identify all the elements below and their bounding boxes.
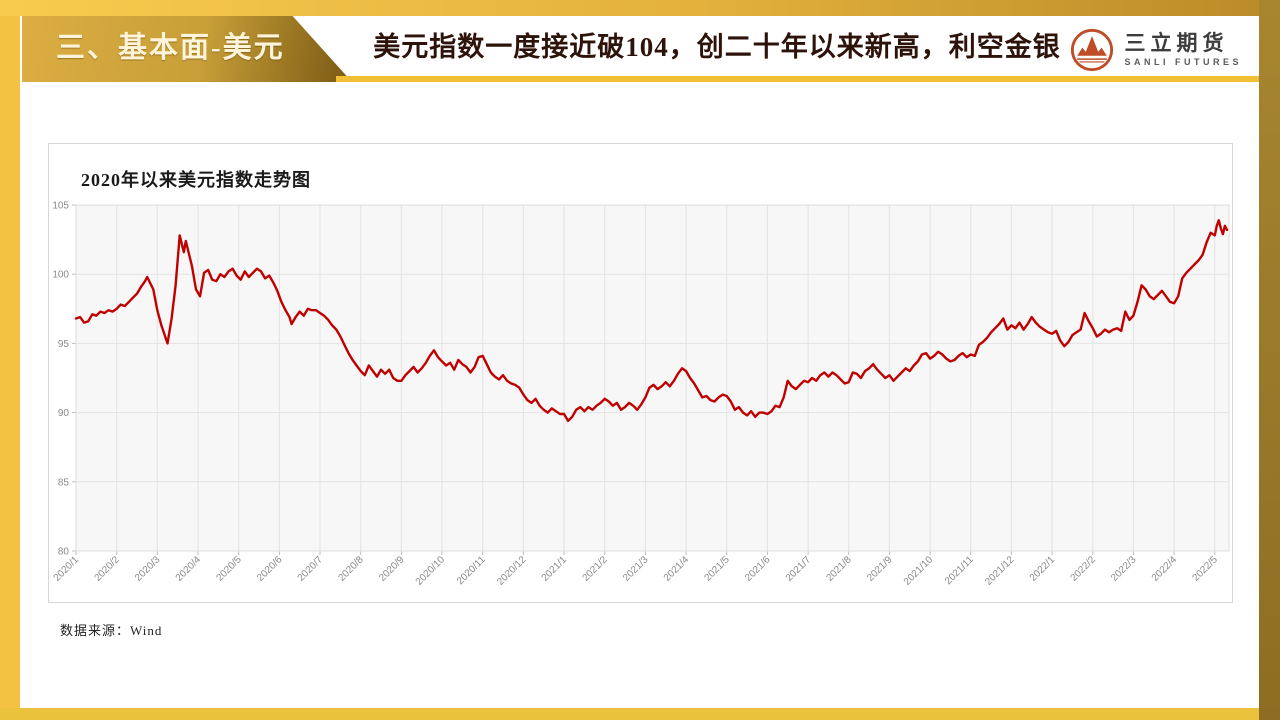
x-tick-label: 2020/11 <box>455 554 488 587</box>
x-tick-label: 2021/7 <box>784 554 814 584</box>
x-tick-label: 2020/3 <box>133 554 163 584</box>
x-tick-label: 2021/9 <box>865 554 895 584</box>
x-tick-label: 2020/12 <box>495 554 529 588</box>
usd-index-series <box>74 218 1229 423</box>
x-tick-label: 2020/1 <box>52 554 82 584</box>
usd-index-chart-panel: 80 85 90 95 100 105 2020/1 2020/2 2020/3 2020/4 20… <box>48 143 1233 603</box>
logo-name-cn: 三立期货 <box>1124 32 1229 55</box>
x-tick-label: 2020/9 <box>377 554 407 584</box>
y-tick-label: 90 <box>58 408 70 419</box>
chart-title: 2020年以来美元指数走势图 <box>81 170 311 190</box>
x-tick-label: 2020/5 <box>214 554 244 584</box>
x-tick-label: 2021/8 <box>824 554 854 584</box>
frame-top-border <box>0 0 1280 16</box>
mountain-circle-icon <box>1070 28 1113 72</box>
y-tick-label: 105 <box>52 201 69 212</box>
y-tick-label: 85 <box>58 477 70 488</box>
section-label: 三、基本面-美元 <box>56 32 285 64</box>
logo-name-en: SANLI FUTURES <box>1124 57 1242 67</box>
y-tick-label: 95 <box>58 339 70 350</box>
x-tick-label: 2022/5 <box>1191 554 1221 584</box>
x-tick-label: 2021/3 <box>621 554 651 584</box>
data-source-note: 数据来源：Wind <box>60 623 163 638</box>
x-tick-label: 2020/4 <box>174 554 204 584</box>
frame-right-border <box>1259 0 1280 720</box>
x-tick-label: 2021/4 <box>662 554 692 584</box>
x-tick-label: 2020/2 <box>92 554 122 584</box>
x-tick-label: 2022/1 <box>1028 554 1058 584</box>
frame-bottom-border <box>0 708 1259 720</box>
x-tick-label: 2021/11 <box>943 554 976 587</box>
company-logo: 三立期货 SANLI FUTURES <box>1068 26 1243 74</box>
x-tick-label: 2021/2 <box>580 554 610 584</box>
y-tick-label: 100 <box>52 270 69 281</box>
x-tick-label: 2021/10 <box>902 554 936 588</box>
plot-border <box>75 204 1230 552</box>
x-tick-label: 2021/12 <box>983 554 1017 588</box>
x-tick-label: 2021/5 <box>702 554 732 584</box>
usd-index-line-chart: 80 85 90 95 100 105 2020/1 2020/2 2020/3 2020/4 20… <box>52 201 1230 588</box>
logo-text: 三立期货 SANLI FUTURES <box>1125 32 1243 68</box>
x-tick-label: 2022/2 <box>1069 554 1099 584</box>
plot-area <box>76 205 1229 551</box>
x-tick-label: 2021/6 <box>743 554 773 584</box>
section-ribbon: 三、基本面-美元 <box>22 16 352 82</box>
y-tick-label: 80 <box>58 547 70 558</box>
page-title: 美元指数一度接近破104，创二十年以来新高，利空金银 <box>373 32 1061 62</box>
x-tick-label: 2022/3 <box>1109 554 1139 584</box>
x-tick-label: 2020/8 <box>336 554 366 584</box>
x-tick-label: 2020/6 <box>255 554 285 584</box>
x-tick-label: 2020/7 <box>296 554 326 584</box>
x-tick-label: 2021/1 <box>540 554 570 584</box>
x-tick-label: 2020/10 <box>414 554 448 588</box>
x-tick-label: 2022/4 <box>1150 554 1180 584</box>
header-divider <box>336 76 1259 82</box>
